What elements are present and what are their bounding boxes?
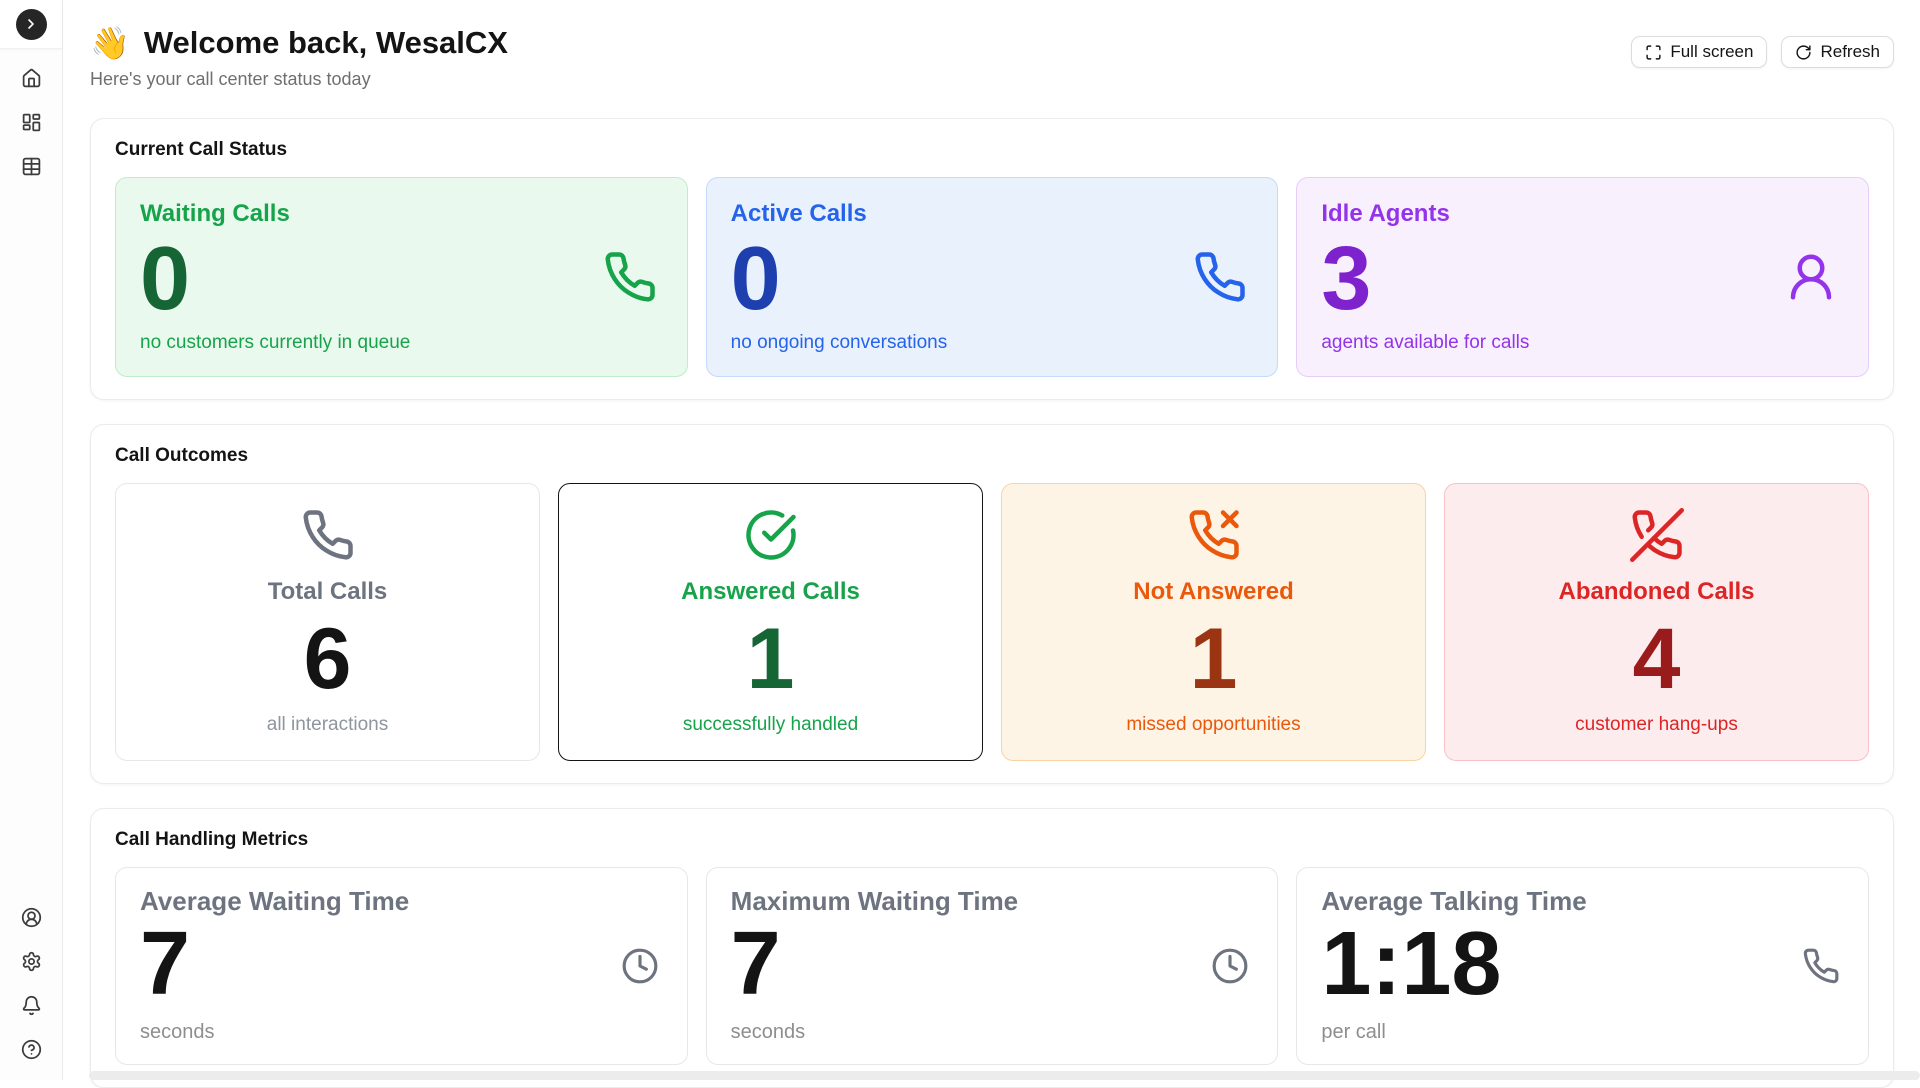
dashboard-icon [21, 112, 42, 133]
clock-icon [621, 947, 659, 985]
check-circle-icon [742, 508, 800, 562]
settings-icon [21, 951, 42, 972]
card-subtitle: seconds [731, 1021, 1254, 1046]
maximum-waiting-time-card: Maximum Waiting Time 7 seconds [706, 867, 1279, 1065]
card-title: Answered Calls [681, 578, 860, 606]
card-value: 3 [1321, 234, 1844, 324]
refresh-button[interactable]: Refresh [1781, 36, 1894, 68]
phone-off-icon [1628, 508, 1686, 562]
card-title: Abandoned Calls [1558, 578, 1754, 606]
sidebar-nav [20, 67, 42, 177]
card-subtitle: successfully handled [683, 714, 858, 736]
sidebar-item-table[interactable] [20, 155, 42, 177]
card-title: Active Calls [731, 200, 1254, 228]
card-value: 7 [140, 919, 663, 1009]
phone-icon [299, 508, 357, 562]
sidebar-header [0, 0, 62, 49]
card-title: Average Talking Time [1321, 886, 1844, 917]
card-value: 4 [1633, 616, 1681, 702]
abandoned-calls-card: Abandoned Calls 4 customer hang-ups [1444, 483, 1869, 761]
answered-calls-card: Answered Calls 1 successfully handled [558, 483, 983, 761]
sidebar-item-settings[interactable] [20, 950, 42, 972]
phone-icon [603, 250, 657, 304]
card-subtitle: no ongoing conversations [731, 332, 1254, 356]
home-icon [21, 68, 42, 89]
clock-icon [1211, 947, 1249, 985]
card-value: 1 [747, 616, 795, 702]
card-value: 0 [731, 234, 1254, 324]
card-subtitle: no customers currently in queue [140, 332, 663, 356]
sidebar-item-dashboard[interactable] [20, 111, 42, 133]
sidebar-item-notifications[interactable] [20, 994, 42, 1016]
idle-agents-card: Idle Agents 3 agents available for calls [1296, 177, 1869, 377]
page-header: 👋Welcome back, WesalCX Here's your call … [90, 24, 1894, 90]
phone-icon [1802, 947, 1840, 985]
average-talking-time-card: Average Talking Time 1:18 per call [1296, 867, 1869, 1065]
sidebar-toggle-button[interactable] [16, 9, 47, 40]
card-title: Average Waiting Time [140, 886, 663, 917]
table-icon [21, 156, 42, 177]
card-title: Maximum Waiting Time [731, 886, 1254, 917]
header-actions: Full screen Refresh [1631, 36, 1894, 68]
card-value: 6 [304, 616, 352, 702]
chevron-right-icon [23, 16, 39, 32]
waiting-calls-card: Waiting Calls 0 no customers currently i… [115, 177, 688, 377]
notifications-icon [21, 995, 42, 1016]
horizontal-scrollbar[interactable] [89, 1071, 1920, 1080]
sidebar [0, 0, 63, 1080]
card-title: Waiting Calls [140, 200, 663, 228]
average-waiting-time-card: Average Waiting Time 7 seconds [115, 867, 688, 1065]
not-answered-card: Not Answered 1 missed opportunities [1001, 483, 1426, 761]
page-subtitle: Here's your call center status today [90, 69, 508, 90]
wave-emoji: 👋 [90, 24, 130, 62]
main-content: 👋Welcome back, WesalCX Here's your call … [63, 0, 1920, 1088]
card-title: Not Answered [1133, 578, 1293, 606]
page-title: 👋Welcome back, WesalCX [90, 24, 508, 62]
card-subtitle: seconds [140, 1021, 663, 1046]
call-handling-metrics-section: Call Handling Metrics Average Waiting Ti… [90, 808, 1894, 1088]
card-value: 0 [140, 234, 663, 324]
sidebar-item-account[interactable] [20, 906, 42, 928]
phone-missed-icon [1185, 508, 1243, 562]
user-icon [1784, 250, 1838, 304]
active-calls-card: Active Calls 0 no ongoing conversations [706, 177, 1279, 377]
current-call-status-section: Current Call Status Waiting Calls 0 no c… [90, 118, 1894, 400]
section-title-call-handling-metrics: Call Handling Metrics [115, 829, 1869, 851]
account-icon [21, 907, 42, 928]
sidebar-item-home[interactable] [20, 67, 42, 89]
call-outcomes-section: Call Outcomes Total Calls 6 all interact… [90, 424, 1894, 784]
section-title-current-call-status: Current Call Status [115, 139, 1869, 161]
fullscreen-button[interactable]: Full screen [1631, 36, 1767, 68]
refresh-icon [1795, 44, 1812, 61]
fullscreen-icon [1645, 44, 1662, 61]
card-value: 7 [731, 919, 1254, 1009]
card-title: Total Calls [268, 578, 388, 606]
card-subtitle: per call [1321, 1021, 1844, 1046]
card-subtitle: agents available for calls [1321, 332, 1844, 356]
card-subtitle: all interactions [267, 714, 388, 736]
help-icon [21, 1039, 42, 1060]
total-calls-card: Total Calls 6 all interactions [115, 483, 540, 761]
card-value: 1:18 [1321, 919, 1844, 1009]
card-title: Idle Agents [1321, 200, 1844, 228]
sidebar-item-help[interactable] [20, 1038, 42, 1060]
phone-icon [1193, 250, 1247, 304]
card-subtitle: missed opportunities [1126, 714, 1300, 736]
sidebar-bottom-nav [20, 906, 42, 1060]
section-title-call-outcomes: Call Outcomes [115, 445, 1869, 467]
card-value: 1 [1190, 616, 1238, 702]
card-subtitle: customer hang-ups [1575, 714, 1738, 736]
